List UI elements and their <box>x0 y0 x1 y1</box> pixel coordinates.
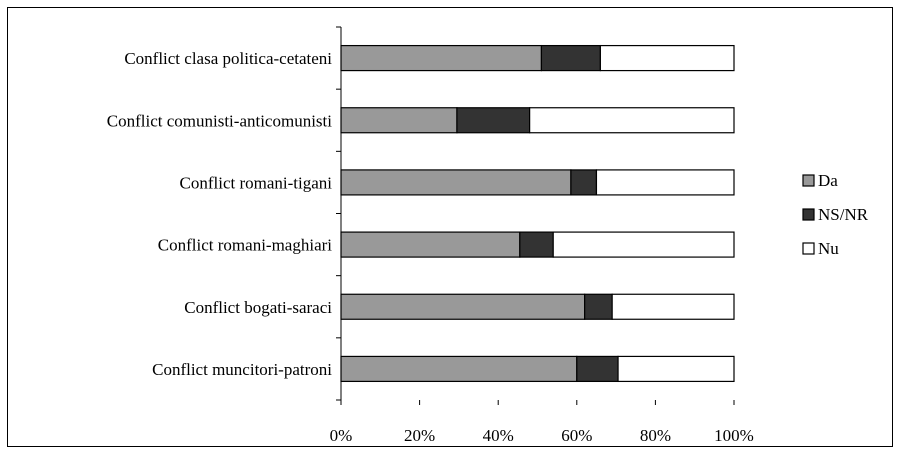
bar-segment-nu <box>529 107 735 134</box>
bar-segment-da <box>340 44 543 72</box>
legend-label: Nu <box>818 239 839 258</box>
bar-segment-nu <box>552 231 735 258</box>
bar-segment-da <box>340 231 521 258</box>
category-label: Conflict bogati-saraci <box>184 298 332 317</box>
bar-segment-da <box>340 169 572 196</box>
x-tick-label: 100% <box>714 426 754 445</box>
legend-swatch-da <box>802 174 815 187</box>
bar-segment-nu <box>617 355 735 383</box>
legend-swatch-nu <box>802 242 815 255</box>
bar-segment-nu <box>611 293 735 320</box>
bar-segment-ns-nr <box>519 231 554 258</box>
bar-segment-ns-nr <box>540 44 601 72</box>
bar-segment-ns-nr <box>456 107 531 134</box>
x-tick-label: 80% <box>640 426 671 445</box>
category-label: Conflict romani-tigani <box>180 173 333 192</box>
x-tick-label: 20% <box>404 426 435 445</box>
bar-segment-da <box>340 293 586 320</box>
bar-segment-ns-nr <box>570 169 598 196</box>
category-label: Conflict comunisti-anticomunisti <box>107 111 333 130</box>
bar-segment-nu <box>599 44 735 72</box>
x-tick-label: 0% <box>330 426 353 445</box>
bar-segment-da <box>340 355 578 383</box>
category-label: Conflict romani-maghiari <box>158 236 332 255</box>
x-tick-label: 40% <box>483 426 514 445</box>
bar-segment-ns-nr <box>584 293 613 320</box>
category-label: Conflict muncitori-patroni <box>152 360 332 379</box>
x-tick-label: 60% <box>561 426 592 445</box>
legend-label: Da <box>818 171 838 190</box>
legend-swatch-ns-nr <box>802 208 815 221</box>
bar-segment-da <box>340 107 458 134</box>
legend-label: NS/NR <box>818 205 869 224</box>
bar-segment-nu <box>595 169 735 196</box>
bar-segment-ns-nr <box>576 355 619 383</box>
category-label: Conflict clasa politica-cetateni <box>124 49 332 68</box>
